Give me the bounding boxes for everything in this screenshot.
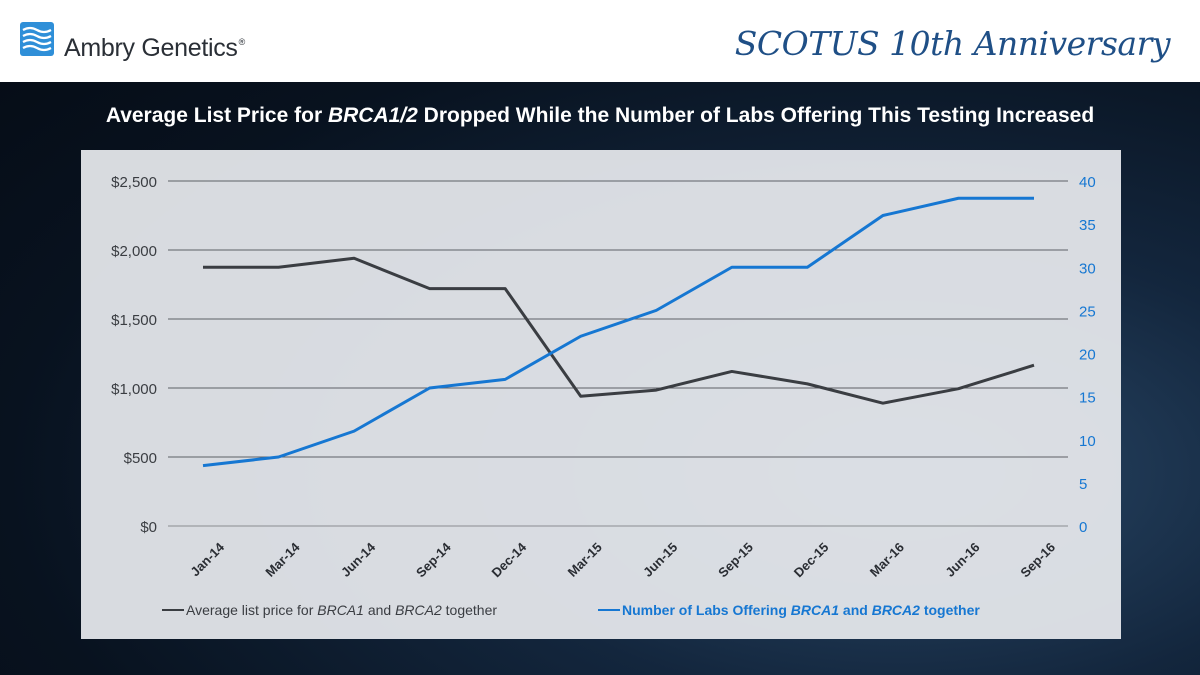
legend-item-price: Average list price for BRCA1 and BRCA2 t… [162, 602, 497, 618]
legend-label-labs: Number of Labs Offering BRCA1 and BRCA2 … [622, 602, 980, 618]
right-tick-label: 5 [1079, 476, 1087, 493]
left-tick-label: $0 [140, 519, 157, 536]
x-tick-label: Jun-16 [942, 540, 982, 580]
x-tick-label: Mar-15 [565, 540, 605, 580]
series-line-labs [202, 196, 1034, 468]
header-bar: Ambry Genetics® SCOTUS 10th Anniversary [0, 0, 1200, 82]
x-tick-label: Sep-14 [413, 539, 454, 580]
right-tick-label: 10 [1079, 433, 1096, 450]
x-tick-label: Jun-15 [640, 540, 680, 580]
right-tick-label: 35 [1079, 217, 1096, 234]
x-tick-label: Mar-16 [867, 540, 907, 580]
event-title: SCOTUS 10th Anniversary [734, 24, 1171, 63]
x-tick-label: Sep-15 [715, 540, 756, 581]
x-tick-label: Dec-14 [489, 539, 530, 580]
x-tick-label: Jan-14 [187, 539, 227, 579]
legend-item-labs: Number of Labs Offering BRCA1 and BRCA2 … [598, 602, 980, 618]
chart-title: Average List Price for BRCA1/2 Dropped W… [105, 104, 1095, 127]
left-tick-label: $500 [124, 450, 157, 467]
brand-name: Ambry Genetics® [64, 34, 245, 62]
x-tick-label: Sep-16 [1017, 540, 1058, 581]
right-tick-label: 0 [1079, 519, 1087, 536]
left-tick-label: $2,000 [111, 243, 157, 260]
legend-swatch-labs [598, 609, 620, 611]
x-tick-label: Dec-15 [791, 540, 832, 581]
left-tick-label: $1,000 [111, 381, 157, 398]
right-tick-label: 40 [1079, 174, 1096, 191]
right-tick-label: 15 [1079, 390, 1096, 407]
right-tick-label: 20 [1079, 347, 1096, 364]
right-tick-label: 30 [1079, 260, 1096, 277]
legend-label-price: Average list price for BRCA1 and BRCA2 t… [186, 602, 498, 618]
ambry-logo-icon [20, 22, 54, 56]
x-tick-label: Mar-14 [262, 539, 303, 580]
right-tick-label: 25 [1079, 303, 1096, 320]
left-tick-label: $2,500 [111, 174, 157, 191]
left-tick-label: $1,500 [111, 312, 157, 329]
legend-swatch-price [162, 609, 184, 611]
x-tick-label: Jun-14 [338, 539, 379, 580]
series-line-price [203, 256, 1035, 405]
